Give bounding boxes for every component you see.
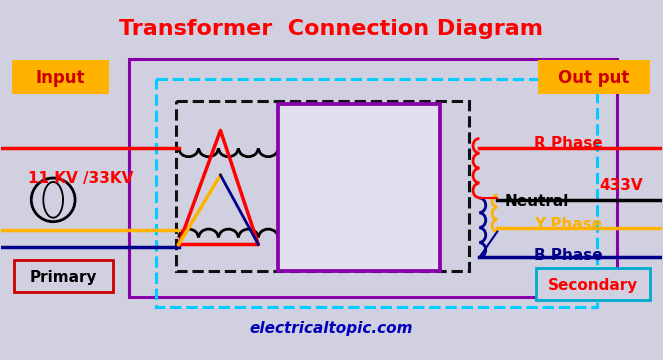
Text: Y Phase: Y Phase	[534, 217, 602, 232]
FancyBboxPatch shape	[536, 268, 650, 300]
Text: Transformer  Connection Diagram: Transformer Connection Diagram	[119, 19, 543, 39]
Text: Out put: Out put	[558, 69, 630, 87]
Bar	[278, 104, 440, 271]
Text: B Phase: B Phase	[534, 248, 603, 263]
FancyBboxPatch shape	[15, 260, 113, 292]
Text: 433V: 433V	[599, 179, 642, 193]
FancyBboxPatch shape	[538, 60, 650, 94]
Bar	[129, 59, 617, 297]
Text: electricaltopic.com: electricaltopic.com	[249, 321, 413, 336]
Text: Input: Input	[35, 69, 85, 87]
Text: R Phase: R Phase	[534, 136, 603, 151]
Text: Primary: Primary	[29, 270, 97, 285]
FancyBboxPatch shape	[13, 60, 109, 94]
Text: Secondary: Secondary	[548, 278, 638, 293]
Text: Neutral: Neutral	[505, 194, 569, 209]
Text: 11 KV /33KV: 11 KV /33KV	[29, 171, 134, 185]
